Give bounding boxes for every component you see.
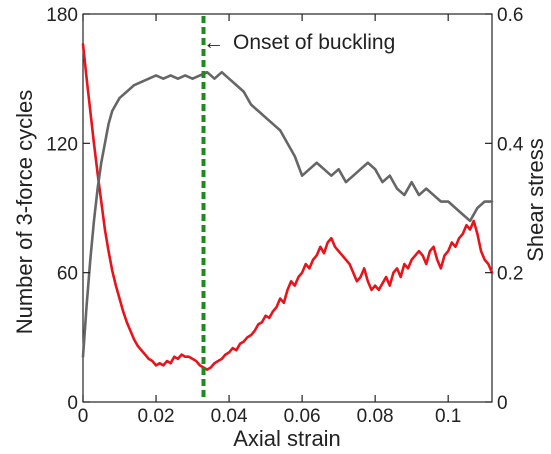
y-tick-label: 180 xyxy=(46,5,78,26)
x-tick-label: 0 xyxy=(78,406,89,427)
x-tick-label: 0.06 xyxy=(284,406,321,427)
plot-border xyxy=(82,13,493,403)
y2-tick-label: 0.4 xyxy=(497,134,524,155)
x-tick-label: 0.04 xyxy=(211,406,248,427)
y-tick-label: 60 xyxy=(57,264,78,285)
y-tick-label: 120 xyxy=(46,134,78,155)
series-layer xyxy=(81,42,494,371)
x-tick-label: 0.02 xyxy=(138,406,175,427)
x-tick-label: 0.1 xyxy=(435,406,461,427)
plot-frame xyxy=(82,13,493,403)
series-line-force-cycles xyxy=(81,42,494,371)
x-tick-label: 0.08 xyxy=(357,406,394,427)
ticks-layer: 0 0.02 0.04 0.06 0.08 0.1 0 60 120 180 0 0.2 0.4 0.6 xyxy=(46,5,524,427)
y2-tick-label: 0.6 xyxy=(497,5,523,26)
annotation-arrow: ← xyxy=(203,31,224,54)
y-tick-label: 0 xyxy=(67,393,78,414)
series-line-shear-stress xyxy=(81,70,494,359)
x-axis-label: Axial strain xyxy=(233,426,341,451)
y2-axis-label: Shear stress xyxy=(523,138,548,262)
y-axis-label: Number of 3-force cycles xyxy=(12,90,37,335)
y2-tick-label: 0.2 xyxy=(497,264,523,285)
y2-tick-label: 0 xyxy=(497,393,508,414)
annotation: ← Onset of buckling xyxy=(203,31,395,54)
annotation-text: Onset of buckling xyxy=(233,31,395,54)
